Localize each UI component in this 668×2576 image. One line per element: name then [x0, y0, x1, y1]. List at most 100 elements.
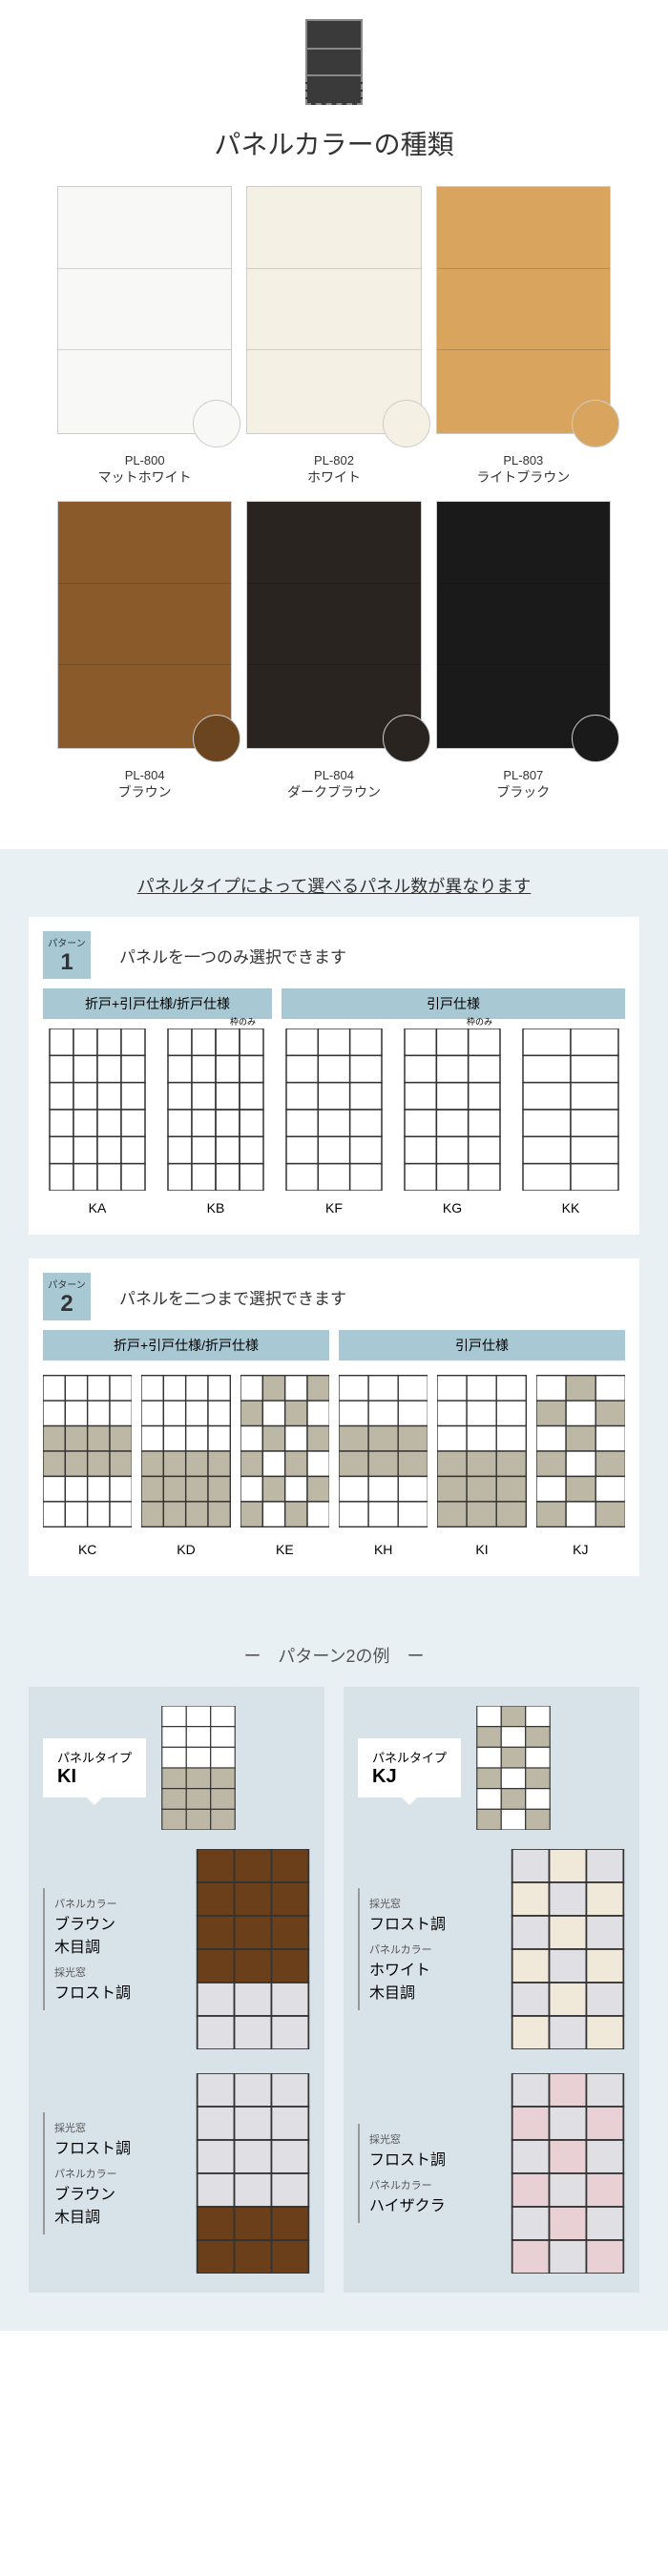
example-case: 採光窓 フロスト調 パネルカラー ハイザクラ	[358, 2073, 625, 2274]
label-category: パネルカラー	[54, 2166, 184, 2181]
panel-name: ダークブラウン	[246, 782, 421, 801]
panel-door	[436, 186, 611, 434]
example-label: 採光窓 フロスト調	[369, 1896, 499, 1934]
door-diagram	[475, 1706, 552, 1830]
door-diagram	[160, 1706, 237, 1830]
example-door	[511, 2073, 625, 2274]
example-labels: 採光窓 フロスト調 パネルカラー ブラウン木目調	[43, 2112, 184, 2234]
example-door	[196, 1849, 310, 2049]
example-section: ー パターン2の例 ー パネルタイプ KI パネルカラー ブラウン木目調 採光窓…	[0, 1624, 668, 2331]
door-cell: KC	[43, 1370, 132, 1557]
example-label: 採光窓 フロスト調	[369, 2131, 499, 2170]
label-value: ブラウン木目調	[54, 1911, 184, 1957]
example-column: パネルタイプ KJ 採光窓 フロスト調 パネルカラー ホワイト木目調 採光窓 フ…	[344, 1687, 639, 2293]
door-diagram	[240, 1370, 329, 1532]
pattern-badge-num: 1	[60, 949, 73, 976]
door-diagram	[43, 1370, 132, 1532]
panel-grid: PL-800 マットホワイト PL-802 ホワイト PL-803 ライトブラウ…	[19, 186, 649, 801]
panel-item: PL-804 ブラウン	[57, 501, 232, 801]
panel-swatch	[193, 715, 240, 762]
panel-swatch	[193, 400, 240, 447]
example-door	[196, 2073, 310, 2274]
door-diagram	[43, 1028, 152, 1191]
panel-code: PL-800	[57, 453, 232, 467]
door-code: KJ	[536, 1542, 625, 1557]
label-value: フロスト調	[369, 1911, 499, 1934]
panel-door	[57, 186, 232, 434]
example-tag-label: パネルタイプ	[57, 1748, 132, 1766]
example-case: パネルカラー ブラウン木目調 採光窓 フロスト調	[43, 1849, 310, 2049]
pattern-badge-num: 2	[60, 1291, 73, 1318]
door-cell: KI	[437, 1370, 526, 1557]
door-code: KB	[161, 1200, 270, 1215]
example-label: パネルカラー ブラウン木目調	[54, 1896, 184, 1957]
example-tag-label: パネルタイプ	[372, 1748, 447, 1766]
pattern-badge: パターン 1	[43, 931, 91, 979]
label-category: 採光窓	[369, 2131, 499, 2147]
door-code: KD	[141, 1542, 230, 1557]
example-case: 採光窓 フロスト調 パネルカラー ブラウン木目調	[43, 2073, 310, 2274]
panel-name: ライトブラウン	[436, 467, 611, 487]
header-door-icon	[305, 19, 363, 114]
door-code: KA	[43, 1200, 152, 1215]
door-diagram	[437, 1370, 526, 1532]
label-category: パネルカラー	[369, 1942, 499, 1957]
door-cell: KH	[339, 1370, 428, 1557]
main-title: パネルカラーの種類	[19, 124, 649, 162]
pattern-box: パターン 2 パネルを二つまで選択できます 折戸+引戸仕様/折戸仕様 引戸仕様 …	[29, 1258, 639, 1576]
door-code: KG	[398, 1200, 507, 1215]
panel-swatch	[572, 400, 619, 447]
panel-swatch	[383, 400, 430, 447]
door-cell: KA	[43, 1028, 152, 1215]
door-code: KF	[280, 1200, 388, 1215]
label-value: フロスト調	[369, 2147, 499, 2170]
example-case: 採光窓 フロスト調 パネルカラー ホワイト木目調	[358, 1849, 625, 2049]
door-code: KI	[437, 1542, 526, 1557]
panel-item: PL-804 ダークブラウン	[246, 501, 421, 801]
example-column: パネルタイプ KI パネルカラー ブラウン木目調 採光窓 フロスト調 採光窓 フ…	[29, 1687, 324, 2293]
pattern-subhead: 折戸+引戸仕様/折戸仕様 引戸仕様	[29, 988, 639, 1019]
door-cell: 枠のみ KB	[161, 1028, 270, 1215]
door-diagram	[161, 1028, 270, 1191]
label-category: 採光窓	[54, 2120, 184, 2135]
label-value: フロスト調	[54, 1980, 184, 2003]
frame-note: 枠のみ	[452, 1015, 507, 1028]
example-tag-code: KJ	[372, 1766, 447, 1788]
subhead-right: 引戸仕様	[339, 1330, 625, 1361]
label-category: パネルカラー	[369, 2177, 499, 2192]
label-value: フロスト調	[54, 2135, 184, 2158]
example-body: 採光窓 フロスト調 パネルカラー ホワイト木目調 採光窓 フロスト調 パネルカラ…	[358, 1849, 625, 2274]
door-cell: 枠のみ KG	[398, 1028, 507, 1215]
example-label: パネルカラー ホワイト木目調	[369, 1942, 499, 2003]
label-value: ホワイト木目調	[369, 1957, 499, 2003]
door-diagram	[141, 1370, 230, 1532]
pattern-subhead: 折戸+引戸仕様/折戸仕様 引戸仕様	[29, 1330, 639, 1361]
door-code: KH	[339, 1542, 428, 1557]
panel-item: PL-803 ライトブラウン	[436, 186, 611, 487]
door-diagram	[280, 1028, 388, 1191]
panel-door	[57, 501, 232, 749]
panel-code: PL-807	[436, 768, 611, 782]
door-diagram	[516, 1028, 625, 1191]
label-value: ハイザクラ	[369, 2192, 499, 2215]
door-code: KE	[240, 1542, 329, 1557]
example-door	[511, 1849, 625, 2049]
pattern-desc: パネルを二つまで選択できます	[119, 1285, 346, 1309]
example-tag: パネルタイプ KJ	[358, 1738, 461, 1797]
example-labels: 採光窓 フロスト調 パネルカラー ホワイト木目調	[358, 1888, 499, 2010]
door-code: KK	[516, 1200, 625, 1215]
label-category: 採光窓	[54, 1964, 184, 1980]
example-label: パネルカラー ハイザクラ	[369, 2177, 499, 2215]
door-cell: KJ	[536, 1370, 625, 1557]
pattern-desc: パネルを一つのみ選択できます	[119, 944, 346, 967]
panel-item: PL-807 ブラック	[436, 501, 611, 801]
pattern-badge-label: パターン	[48, 935, 86, 949]
pattern-badge: パターン 2	[43, 1273, 91, 1320]
example-tag: パネルタイプ KI	[43, 1738, 146, 1797]
door-code: KC	[43, 1542, 132, 1557]
door-diagram	[398, 1028, 507, 1191]
pattern-section: パネルタイプによって選べるパネル数が異なります パターン 1 パネルを一つのみ選…	[0, 849, 668, 1624]
example-label: パネルカラー ブラウン木目調	[54, 2166, 184, 2227]
example-body: パネルカラー ブラウン木目調 採光窓 フロスト調 採光窓 フロスト調 パネルカラ…	[43, 1849, 310, 2274]
panel-code: PL-803	[436, 453, 611, 467]
